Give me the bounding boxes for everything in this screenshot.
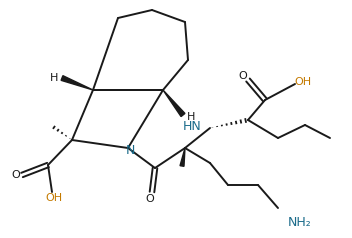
Polygon shape bbox=[163, 90, 185, 117]
Text: O: O bbox=[146, 194, 155, 204]
Text: H: H bbox=[187, 112, 195, 122]
Text: N: N bbox=[125, 144, 135, 157]
Text: HN: HN bbox=[183, 119, 202, 133]
Text: O: O bbox=[12, 170, 20, 180]
Text: H: H bbox=[50, 73, 58, 83]
Polygon shape bbox=[180, 148, 185, 166]
Text: NH₂: NH₂ bbox=[288, 215, 312, 228]
Text: OH: OH bbox=[45, 193, 63, 203]
Text: O: O bbox=[239, 71, 247, 81]
Text: OH: OH bbox=[294, 77, 312, 87]
Polygon shape bbox=[61, 76, 93, 90]
